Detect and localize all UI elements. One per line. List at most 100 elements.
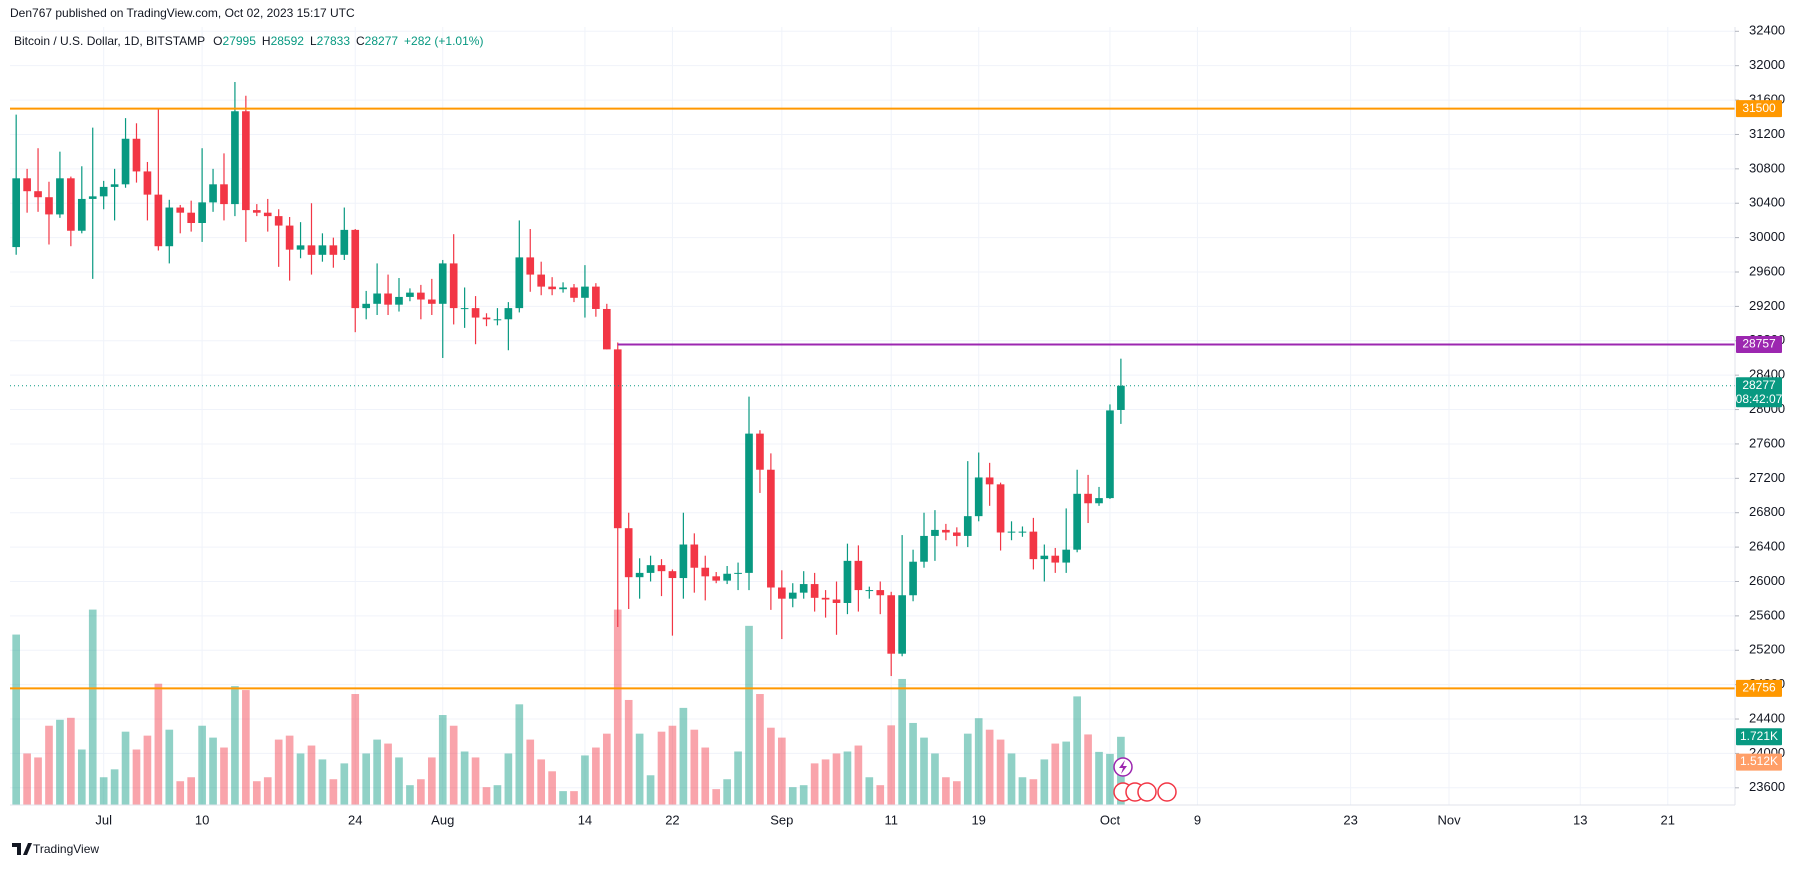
candle-body — [865, 590, 874, 592]
candle-body — [1117, 385, 1125, 410]
candle-body — [734, 572, 742, 574]
volume-bar — [45, 725, 53, 805]
volume-bar — [329, 779, 338, 805]
candle-body — [296, 245, 305, 250]
candle-body — [23, 178, 31, 192]
footer: TradingView — [12, 842, 99, 856]
volume-bar — [931, 753, 939, 805]
candle-body — [963, 516, 972, 536]
volume-bar — [668, 725, 677, 805]
volume-bar — [1095, 751, 1103, 805]
symbol-title: Bitcoin / U.S. Dollar, 1D, BITSTAMP — [14, 34, 205, 48]
candle-body — [482, 317, 491, 320]
ohlc-key: L — [310, 34, 317, 48]
volume-bar — [362, 753, 371, 805]
volume-bar — [723, 779, 731, 805]
y-tick-label: 27200 — [1749, 470, 1785, 485]
candle-body — [427, 299, 436, 304]
candle-body — [592, 286, 600, 309]
candle-body — [570, 287, 578, 298]
candle-body — [646, 565, 655, 573]
candle-body — [1106, 410, 1114, 499]
volume-bar — [307, 745, 316, 805]
ohlc-key: O — [213, 34, 222, 48]
candle-body — [602, 308, 611, 350]
candle-body — [832, 599, 841, 603]
last-volume-label: 1.721K — [1740, 729, 1778, 743]
y-tick-label: 23600 — [1749, 779, 1785, 794]
volume-bar — [67, 717, 75, 805]
candle-body — [690, 544, 699, 568]
volume-bar — [242, 690, 250, 805]
volume-bar — [252, 781, 261, 805]
volume-bar — [231, 686, 239, 805]
candle-body — [471, 308, 480, 318]
candle-body — [898, 595, 906, 654]
candle-body — [99, 186, 108, 197]
level-label-bg — [1736, 100, 1782, 118]
volume-bar — [581, 755, 589, 805]
candle-body — [821, 597, 830, 600]
event-icon — [1157, 782, 1177, 802]
candle-body — [548, 286, 556, 290]
candle-body — [756, 433, 764, 470]
volume-bar — [624, 699, 633, 805]
volume-bar — [340, 763, 349, 805]
volume-bar — [460, 751, 469, 805]
candle-body — [340, 229, 349, 255]
volume-bar — [810, 763, 819, 805]
candle-body — [88, 196, 97, 199]
volume-bar — [471, 757, 480, 805]
candle-body — [274, 216, 283, 226]
candle-body — [460, 308, 469, 310]
volume-bar — [756, 694, 764, 805]
volume-bar — [646, 775, 655, 805]
volume-bar — [417, 779, 425, 805]
candle-body — [34, 191, 42, 198]
candle-body — [635, 572, 644, 578]
candle-body — [351, 229, 360, 309]
candle-body — [843, 560, 852, 603]
level-label: 28757 — [1742, 337, 1776, 351]
candle-body — [1084, 493, 1092, 504]
volume-bar — [821, 759, 830, 805]
volume-bar — [110, 769, 119, 805]
x-tick-label: 14 — [578, 812, 592, 827]
y-tick-label: 26000 — [1749, 573, 1785, 588]
volume-bar — [395, 757, 403, 805]
ohlc-value: 27995 — [223, 34, 257, 48]
volume-bar — [559, 791, 567, 805]
candle-body — [252, 210, 261, 213]
candle-body — [176, 207, 185, 213]
ohlc-value: 28277 — [365, 34, 399, 48]
volume-bar — [220, 747, 228, 805]
candle-body — [263, 212, 272, 217]
y-tick-label: 29600 — [1749, 263, 1785, 278]
volume-bar — [165, 729, 174, 805]
candle-body — [931, 529, 939, 536]
candle-body — [209, 184, 217, 203]
candle-body — [952, 532, 961, 536]
volume-bar — [690, 729, 699, 805]
volume-bar — [23, 753, 31, 805]
volume-bar — [613, 609, 622, 805]
candle-body — [373, 293, 381, 304]
candle-body — [1040, 555, 1049, 560]
volume-bar — [548, 771, 556, 805]
x-tick-label: 13 — [1573, 812, 1587, 827]
volume-bar — [34, 757, 42, 805]
candle-body — [121, 138, 130, 185]
candle-body — [712, 576, 721, 581]
volume-bar — [788, 787, 797, 805]
candle-body — [77, 198, 86, 231]
candle-body — [668, 571, 677, 579]
y-tick-label: 25200 — [1749, 642, 1785, 657]
volume-bar — [12, 634, 20, 805]
y-tick-label: 30800 — [1749, 160, 1785, 175]
candle-body — [613, 349, 622, 529]
candle-body — [679, 544, 688, 579]
x-tick-label: Oct — [1100, 812, 1121, 827]
candle-body — [1051, 555, 1060, 563]
